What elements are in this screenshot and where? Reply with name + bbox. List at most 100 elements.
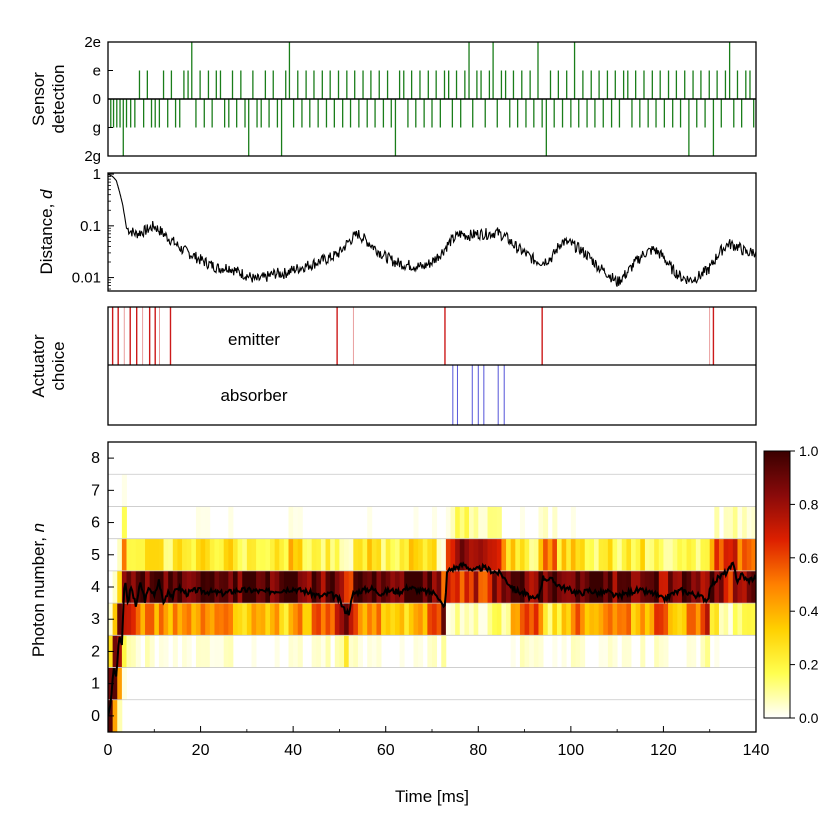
heat-cell-23-2: [214, 635, 220, 668]
heat-cell-36-5: [274, 538, 280, 571]
heat-cell-102-5: [580, 538, 586, 571]
heat-cell-66-6: [413, 506, 419, 539]
heat-cell-73-5: [445, 538, 451, 571]
heat-cell-96-5: [552, 538, 558, 571]
heat-cell-118-4: [654, 570, 660, 604]
heat-cell-69-3: [427, 603, 433, 636]
heat-cell-77-6: [464, 506, 470, 539]
heat-cell-52-5: [348, 538, 354, 571]
heat-cell-115-3: [640, 603, 646, 636]
heat-cell-53-2: [353, 635, 359, 668]
heat-cell-76-5: [459, 538, 465, 571]
photon-x-ticks: 0 20 40 60 80 100 120 140: [104, 726, 769, 759]
heat-cell-130-3: [709, 603, 715, 636]
heat-cell-81-3: [482, 603, 488, 636]
heat-cell-51-3: [344, 603, 350, 636]
heat-cell-129-3: [705, 603, 711, 636]
photon-y-ticks: 0 1 2 3 4 5 6 7 8: [91, 450, 114, 725]
heat-cell-21-2: [205, 635, 211, 668]
heat-cell-89-5: [519, 538, 525, 571]
heat-cell-114-3: [635, 603, 641, 636]
heat-cell-117-4: [649, 570, 655, 604]
heat-cell-26-3: [228, 603, 234, 636]
heat-cell-49-5: [334, 538, 340, 571]
distance-ytick-label-2: 0.01: [72, 270, 101, 287]
heat-cell-79-6: [473, 506, 479, 539]
heat-cell-44-3: [311, 603, 317, 636]
heat-cell-4-4: [126, 570, 132, 604]
heat-cell-36-4: [274, 570, 280, 604]
heat-cell-66-2: [413, 635, 419, 668]
heat-cell-24-5: [219, 538, 225, 571]
heat-cell-60-3: [385, 603, 391, 636]
heat-cell-82-4: [487, 570, 493, 604]
heat-cell-79-5: [473, 538, 479, 571]
heat-cell-14-5: [172, 538, 178, 571]
heat-cell-82-3: [487, 603, 493, 636]
heat-cell-125-2: [686, 635, 692, 668]
photon-ylabel-var: n: [29, 523, 48, 532]
heat-cell-50-2: [339, 635, 345, 668]
heat-cell-135-3: [732, 603, 738, 636]
heat-cell-44-4: [311, 570, 317, 604]
heat-cell-51-5: [344, 538, 350, 571]
heat-cell-83-3: [492, 603, 498, 636]
heat-cell-12-4: [163, 570, 169, 604]
heat-cell-57-3: [371, 603, 377, 636]
heat-cell-119-4: [658, 570, 664, 604]
heat-cell-114-5: [635, 538, 641, 571]
heat-cell-80-3: [478, 603, 484, 636]
heat-cell-2-0: [117, 699, 123, 732]
heat-cell-24-4: [219, 570, 225, 604]
heat-cell-15-5: [177, 538, 183, 571]
heat-cell-88-5: [515, 538, 521, 571]
heat-cell-53-5: [353, 538, 359, 571]
heat-cell-29-3: [242, 603, 248, 636]
heat-cell-107-3: [603, 603, 609, 636]
heat-cell-45-5: [316, 538, 322, 571]
heat-cell-27-4: [232, 570, 238, 604]
heat-cell-11-5: [158, 538, 164, 571]
heat-cell-3-7: [121, 474, 127, 507]
heat-cell-128-3: [700, 603, 706, 636]
heat-cell-12-2: [163, 635, 169, 668]
heat-cell-14-3: [172, 603, 178, 636]
heat-cell-131-3: [714, 603, 720, 636]
heat-cell-74-4: [450, 570, 456, 604]
heat-cell-120-2: [663, 635, 669, 668]
heat-cell-108-4: [607, 570, 613, 604]
heat-cell-73-4: [445, 570, 451, 604]
heat-cell-110-5: [617, 538, 623, 571]
heat-cell-126-4: [691, 570, 697, 604]
heat-cell-21-6: [205, 506, 211, 539]
heat-cell-121-3: [668, 603, 674, 636]
heat-cell-96-3: [552, 603, 558, 636]
photon-xtick-label-6: 120: [650, 742, 677, 759]
heat-cell-77-5: [464, 538, 470, 571]
heat-cell-139-3: [751, 603, 756, 636]
heat-cell-42-5: [302, 538, 308, 571]
heat-cell-12-3: [163, 603, 169, 636]
heat-cell-4-2: [126, 635, 132, 668]
heat-cell-14-2: [172, 635, 178, 668]
heat-cell-83-5: [492, 538, 498, 571]
heat-cell-21-5: [205, 538, 211, 571]
heat-cell-47-4: [325, 570, 331, 604]
heat-cell-101-5: [575, 538, 581, 571]
heat-cell-110-3: [617, 603, 623, 636]
photon-xtick-label-2: 40: [284, 742, 302, 759]
heat-cell-96-6: [552, 506, 558, 539]
heat-cell-22-2: [209, 635, 215, 668]
heat-cell-37-3: [279, 603, 285, 636]
heat-cell-48-5: [330, 538, 336, 571]
heat-cell-72-3: [441, 603, 447, 636]
heat-cell-57-5: [371, 538, 377, 571]
heat-cell-62-5: [394, 538, 400, 571]
heat-cell-63-5: [399, 538, 405, 571]
heat-cell-23-4: [214, 570, 220, 604]
heat-cell-135-5: [732, 538, 738, 571]
heat-cell-10-5: [154, 538, 160, 571]
heat-cell-20-5: [200, 538, 206, 571]
heat-cell-131-6: [714, 506, 720, 539]
heat-cell-126-5: [691, 538, 697, 571]
